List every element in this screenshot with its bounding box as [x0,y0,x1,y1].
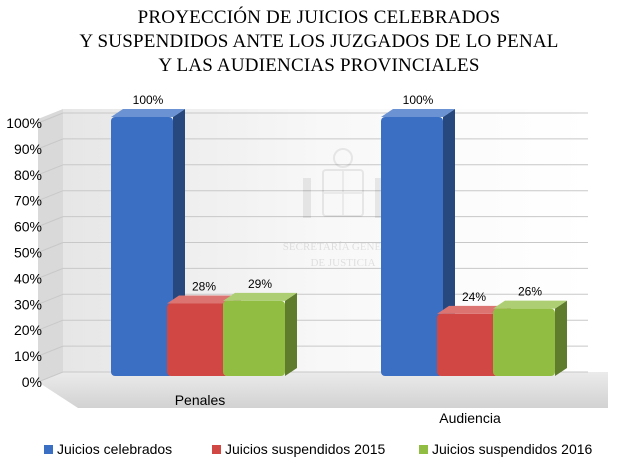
y-tick-label: 20% [14,322,42,338]
y-tick-label: 80% [14,167,42,183]
chart-title-line-1: PROYECCIÓN DE JUICIOS CELEBRADOS [137,7,501,28]
chart-title-line-2: Y SUSPENDIDOS ANTE LOS JUZGADOS DE LO PE… [79,31,559,52]
bar-top-face [493,300,567,309]
gridline-side [37,138,64,150]
legend-swatch-icon [212,444,221,454]
chart-title-line-3: Y LAS AUDIENCIAS PROVINCIALES [158,55,480,76]
bar-front-face [223,300,285,376]
y-tick-label: 100% [6,115,42,131]
bar-side-face [285,292,297,376]
bar-front-face [437,313,499,376]
bar-top-face [111,109,185,117]
bar-audiencia-series-3 [493,300,567,376]
gridline-side [37,345,64,357]
gridline-side [37,267,64,279]
legend-swatch-icon [44,444,53,454]
gridline-side [37,190,64,202]
watermark-text: SECRETARÍA GENERAL [283,241,404,253]
y-tick-label: 50% [14,245,42,261]
chart-floor [38,372,608,408]
bar-value-label: 24% [462,290,486,304]
legend-label-suspendidos-2015: Juicios suspendidos 2015 [225,441,386,457]
legend-label-juicios-celebrados: Juicios celebrados [57,441,173,457]
y-tick-label: 0% [22,374,42,390]
bar-value-label: 26% [518,285,542,299]
gridline-side [37,319,64,331]
x-category-label: Penales [175,392,226,408]
bar-penales-series-3 [223,292,297,376]
gridline-side [37,371,64,383]
legend-label-suspendidos-2016: Juicios suspendidos 2016 [432,441,593,457]
bar-top-face [167,295,241,304]
gridline-side [37,242,64,253]
y-tick-label: 40% [14,270,42,286]
gridline-side [37,112,64,124]
y-tick-label: 60% [14,219,42,235]
gridline-side [37,164,64,176]
coat-of-arms-watermark [303,148,383,218]
bar-side-face [555,300,567,376]
x-category-label: Audiencia [439,410,501,426]
bar-front-face [493,308,555,376]
y-tick-label: 90% [14,141,42,157]
bar-top-face [437,305,511,314]
legend-item-suspendidos-2015: Juicios suspendidos 2015 [212,441,385,457]
bar-value-label: 100% [403,93,434,107]
legend-item-suspendidos-2016: Juicios suspendidos 2016 [419,441,592,457]
y-tick-label: 10% [14,348,42,364]
chart-side-wall [38,109,63,382]
gridline-side [37,216,64,228]
bar-front-face [381,117,443,376]
bar-value-label: 29% [248,277,272,291]
bar-value-label: 28% [192,279,216,293]
bar-front-face [167,303,229,376]
y-tick-label: 70% [14,193,42,209]
bar-front-face [111,117,173,376]
y-tick-label: 30% [14,296,42,312]
legend-item-juicios-celebrados: Juicios celebrados [44,441,172,457]
legend-swatch-icon [419,444,428,454]
bar-audiencia-series-1 [381,109,455,376]
bar-top-face [223,292,297,301]
watermark-text: DE JUSTICIA [310,257,375,269]
chart-title: PROYECCIÓN DE JUICIOS CELEBRADOS Y SUSPE… [0,6,638,78]
bar-value-label: 100% [133,93,164,107]
bar-top-face [381,109,455,117]
gridline-side [37,293,64,305]
